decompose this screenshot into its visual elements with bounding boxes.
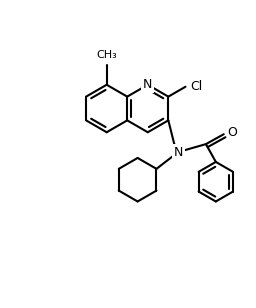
Text: N: N bbox=[174, 145, 183, 159]
Text: CH₃: CH₃ bbox=[96, 50, 117, 60]
Text: O: O bbox=[228, 126, 238, 139]
Text: N: N bbox=[143, 78, 153, 91]
Text: Cl: Cl bbox=[190, 80, 203, 93]
